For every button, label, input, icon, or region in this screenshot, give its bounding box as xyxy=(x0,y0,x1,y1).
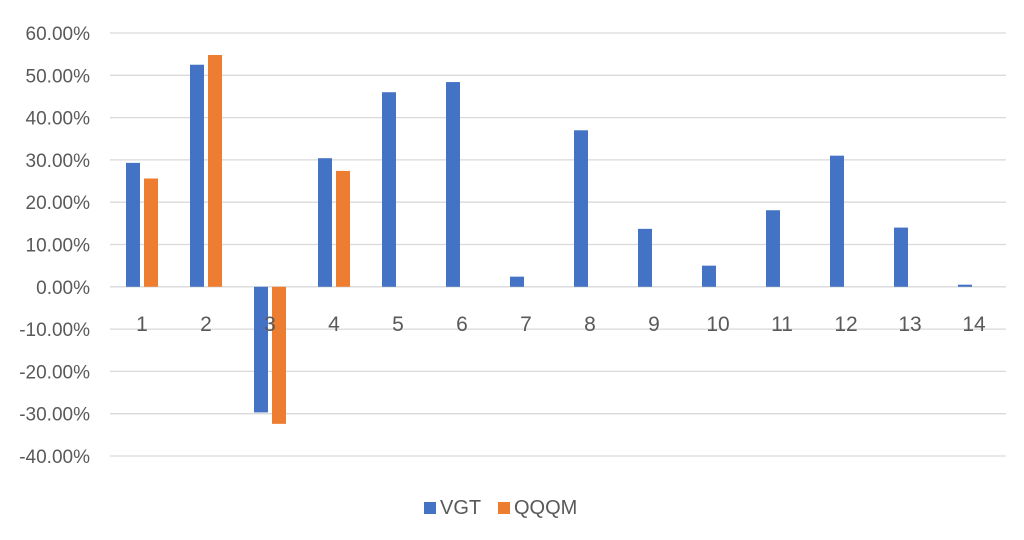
x-axis-categories: 1 2 3 4 5 6 7 8 9 10 11 12 13 14 xyxy=(136,313,986,336)
y-tick-label: -20.00% xyxy=(19,362,90,383)
bars xyxy=(126,54,972,424)
x-category-label: 12 xyxy=(834,313,857,336)
y-tick-label: -30.00% xyxy=(19,405,90,426)
y-tick-label: 60.00% xyxy=(26,24,91,45)
x-category-label: 10 xyxy=(706,313,729,336)
x-category-label: 9 xyxy=(648,313,660,336)
bar-vgt-14 xyxy=(958,284,972,287)
gridlines xyxy=(110,32,1006,457)
bar-vgt-4 xyxy=(318,158,332,287)
x-category-label: 5 xyxy=(392,313,404,336)
bar-vgt-9 xyxy=(638,228,652,287)
bar-qqqm-4 xyxy=(336,170,350,287)
bar-vgt-5 xyxy=(382,92,396,287)
y-tick-label: 50.00% xyxy=(26,66,91,87)
bar-vgt-8 xyxy=(574,130,588,287)
x-category-label: 2 xyxy=(200,313,212,336)
bar-qqqm-3 xyxy=(272,286,286,424)
bar-vgt-10 xyxy=(702,265,716,287)
y-tick-label: 20.00% xyxy=(26,193,91,214)
y-tick-label: 30.00% xyxy=(26,151,91,172)
y-tick-label: -40.00% xyxy=(19,447,90,468)
bar-vgt-11 xyxy=(766,210,780,287)
x-category-label: 6 xyxy=(456,313,468,336)
x-category-label: 3 xyxy=(264,313,276,336)
x-category-label: 13 xyxy=(898,313,921,336)
legend: VGT QQQM xyxy=(424,497,577,519)
legend-label-qqqm: QQQM xyxy=(514,497,577,519)
bar-vgt-12 xyxy=(830,155,844,287)
y-tick-label: 0.00% xyxy=(36,278,90,299)
bar-vgt-1 xyxy=(126,162,140,287)
bar-vgt-2 xyxy=(190,64,204,287)
y-tick-label: 10.00% xyxy=(26,236,91,257)
legend-swatch-qqqm xyxy=(498,502,510,514)
y-tick-label: 40.00% xyxy=(26,109,91,130)
bar-qqqm-1 xyxy=(144,178,158,287)
x-category-label: 11 xyxy=(771,313,793,336)
x-category-label: 8 xyxy=(584,313,596,336)
bar-vgt-3 xyxy=(254,286,268,413)
y-tick-label: -10.00% xyxy=(19,320,90,341)
legend-label-vgt: VGT xyxy=(440,497,481,519)
x-category-label: 4 xyxy=(328,313,340,336)
bar-vgt-13 xyxy=(894,227,908,287)
x-category-label: 14 xyxy=(962,313,986,336)
legend-swatch-vgt xyxy=(424,502,436,514)
bar-vgt-7 xyxy=(510,276,524,287)
x-category-label: 1 xyxy=(136,313,148,336)
x-category-label: 7 xyxy=(520,313,532,336)
bar-vgt-6 xyxy=(446,82,460,287)
y-axis-ticks: 60.00% 50.00% 40.00% 30.00% 20.00% 10.00% 0.00… xyxy=(19,24,90,468)
bar-qqqm-2 xyxy=(208,54,222,287)
